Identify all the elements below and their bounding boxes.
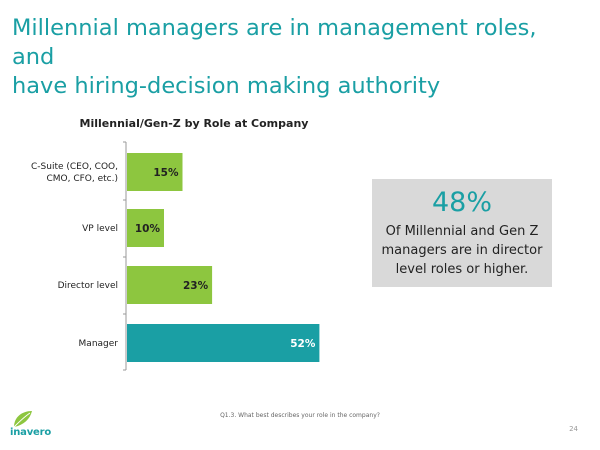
stat-callout: 48% Of Millennial and Gen Z managers are… bbox=[372, 179, 552, 287]
logo-text: inavero bbox=[10, 427, 51, 438]
category-label-3-0: Manager bbox=[79, 339, 119, 349]
value-label-3: 52% bbox=[290, 338, 316, 350]
bar-3 bbox=[127, 324, 320, 362]
value-label-0: 15% bbox=[153, 167, 179, 179]
bar-0 bbox=[127, 153, 183, 191]
inavero-logo: inavero bbox=[10, 409, 70, 441]
category-label-0-0: C-Suite (CEO, COO, bbox=[31, 162, 118, 172]
value-label-2: 23% bbox=[183, 280, 209, 292]
title-line-1: Millennial managers are in management ro… bbox=[12, 15, 537, 70]
chart-title: Millennial/Gen-Z by Role at Company bbox=[79, 117, 309, 130]
leaf-logo-icon bbox=[13, 411, 32, 428]
value-label-1: 10% bbox=[135, 223, 161, 235]
callout-stat: 48% bbox=[431, 187, 492, 218]
title-line-2: have hiring-decision making authority bbox=[12, 73, 441, 99]
bar-1 bbox=[127, 209, 164, 247]
category-label-0-1: CMO, CFO, etc.) bbox=[46, 174, 118, 184]
slide-title: Millennial managers are in management ro… bbox=[12, 14, 582, 101]
bar-2 bbox=[127, 266, 213, 304]
page-number: 24 bbox=[569, 425, 578, 433]
callout-text: Of Millennial and Gen Z managers are in … bbox=[381, 224, 543, 277]
category-label-1-0: VP level bbox=[82, 224, 118, 234]
category-label-2-0: Director level bbox=[58, 281, 118, 291]
survey-question-footnote: Q1.3. What best describes your role in t… bbox=[220, 412, 380, 419]
